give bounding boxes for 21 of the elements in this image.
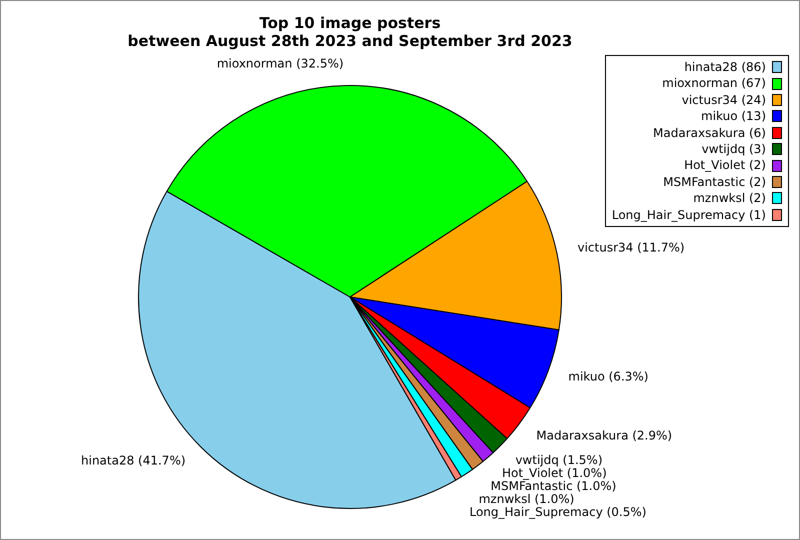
data-label: Hot_Violet (1.0%) (502, 466, 607, 480)
data-label: victusr34 (11.7%) (577, 240, 685, 254)
legend-label: MSMFantastic (2) (663, 174, 766, 190)
data-label: Long_Hair_Supremacy (0.5%) (469, 504, 646, 519)
data-label: Madaraxsakura (2.9%) (536, 428, 672, 442)
legend-label: hinata28 (86) (684, 59, 766, 76)
data-label: MSMFantastic (1.0%) (490, 478, 616, 493)
legend-label: vwtijdq (3) (702, 141, 766, 158)
data-label: vwtijdq (1.5%) (515, 452, 603, 467)
chart-title: Top 10 image posters between August 28th 2023 and September 3rd 2023 (128, 14, 572, 50)
legend-label: Madaraxsakura (6) (653, 124, 766, 142)
data-label: mikuo (6.3%) (568, 370, 648, 384)
data-label: mioxnorman (32.5%) (216, 56, 344, 71)
legend-label: mioxnorman (67) (662, 75, 766, 92)
legend-label: Hot_Violet (2) (684, 157, 766, 174)
data-label: mznwksl (1.0%) (478, 492, 574, 506)
legend-label: mznwksl (2) (693, 190, 766, 207)
data-label: hinata28 (41.7%) (81, 454, 186, 468)
legend-label: mikuo (13) (701, 108, 766, 125)
legend-label: victusr34 (24) (682, 92, 766, 108)
legend-label: Long_Hair_Supremacy (1) (612, 206, 766, 224)
